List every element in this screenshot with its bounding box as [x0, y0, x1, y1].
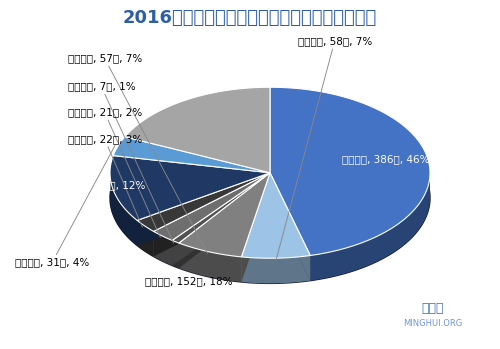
Text: 四平地区, 31人, 4%: 四平地区, 31人, 4%	[15, 146, 115, 267]
Text: 通化地区, 106人, 12%: 通化地区, 106人, 12%	[58, 181, 145, 191]
Text: 吉林地区, 152人, 18%: 吉林地区, 152人, 18%	[145, 276, 233, 286]
Polygon shape	[242, 173, 310, 258]
Polygon shape	[310, 173, 430, 281]
Polygon shape	[137, 173, 270, 231]
Polygon shape	[270, 173, 310, 281]
Polygon shape	[137, 173, 270, 245]
Polygon shape	[172, 173, 270, 266]
Text: MINGHUI.ORG: MINGHUI.ORG	[403, 319, 462, 328]
Polygon shape	[179, 173, 270, 268]
Polygon shape	[242, 173, 270, 282]
Polygon shape	[242, 255, 310, 283]
Polygon shape	[172, 173, 270, 243]
Polygon shape	[125, 87, 270, 173]
Polygon shape	[110, 156, 270, 220]
Polygon shape	[154, 173, 270, 257]
Polygon shape	[179, 243, 242, 282]
Polygon shape	[172, 240, 179, 268]
Text: 白山地区, 22人, 3%: 白山地区, 22人, 3%	[68, 134, 142, 227]
Polygon shape	[154, 173, 270, 240]
Polygon shape	[270, 87, 430, 255]
Text: 明慧網: 明慧網	[421, 302, 444, 315]
Text: 延边地区, 58人, 7%: 延边地区, 58人, 7%	[276, 36, 372, 260]
Polygon shape	[179, 173, 270, 268]
Polygon shape	[172, 173, 270, 266]
Text: 白城地区, 7人, 1%: 白城地区, 7人, 1%	[68, 82, 174, 243]
Polygon shape	[179, 173, 270, 257]
Polygon shape	[270, 173, 310, 281]
Text: 松原地区, 57人, 7%: 松原地区, 57人, 7%	[68, 53, 207, 253]
Polygon shape	[137, 220, 154, 257]
Polygon shape	[114, 137, 270, 173]
Polygon shape	[242, 173, 270, 282]
Polygon shape	[110, 173, 137, 245]
Polygon shape	[154, 231, 172, 266]
Text: 2016年吉林省法轮功学员鲻迫害人数按地区分布: 2016年吉林省法轮功学员鲻迫害人数按地区分布	[123, 9, 377, 27]
Text: 长春地区, 386人, 46%: 长春地区, 386人, 46%	[342, 154, 430, 164]
Text: 辽源地区, 21人, 2%: 辽源地区, 21人, 2%	[68, 107, 160, 237]
Polygon shape	[154, 173, 270, 257]
Polygon shape	[110, 112, 430, 283]
Polygon shape	[137, 173, 270, 245]
